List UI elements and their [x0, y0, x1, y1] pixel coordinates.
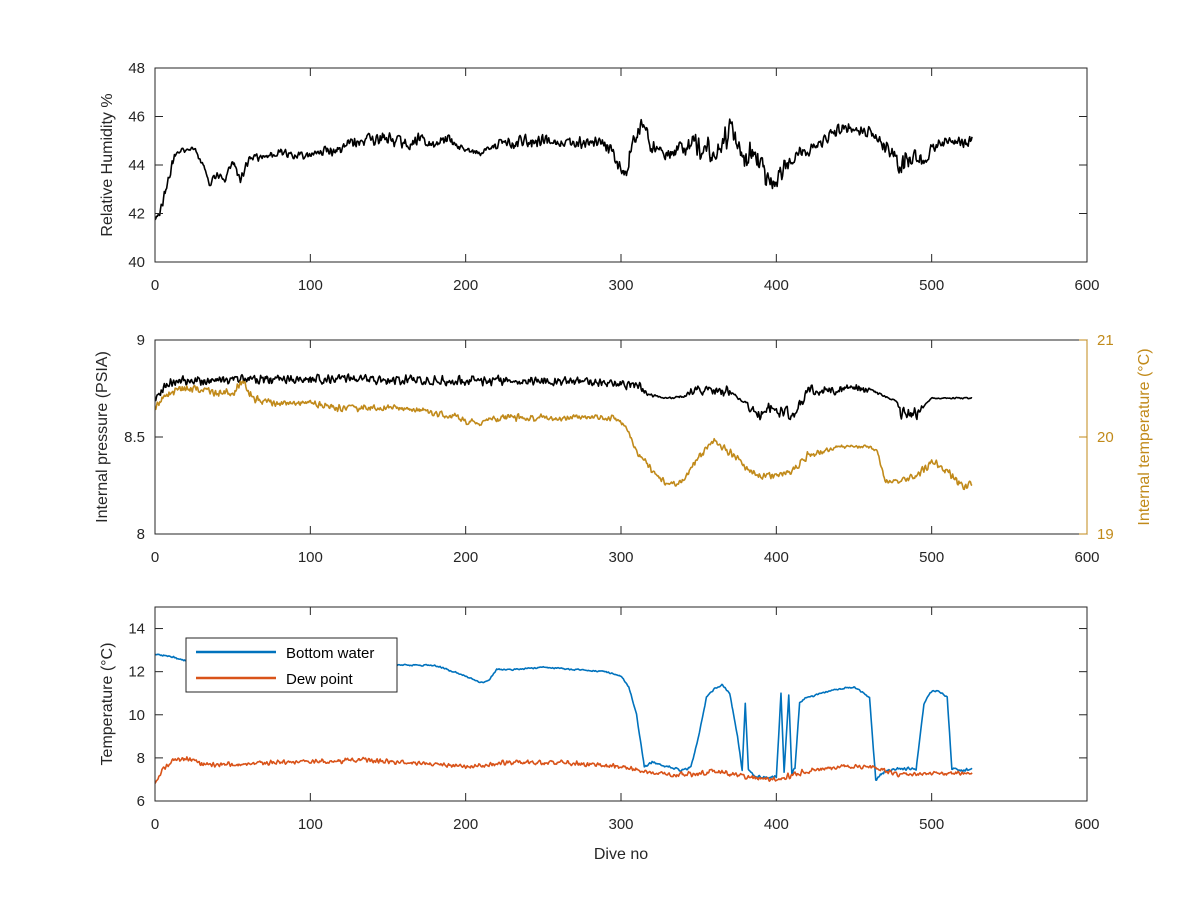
pressure-temperature-ticks-layer: 0 100 200 300 400 500 600 8 8.5 9 19 20 21: [124, 332, 1114, 566]
pressure-y-axis-title: Internal pressure (PSIA): [94, 351, 111, 523]
x-tick-label: 100: [298, 816, 323, 833]
x-tick-label: 200: [453, 277, 478, 294]
legend-label-dew-point: Dew point: [286, 671, 354, 688]
right-y-tick-label: 19: [1097, 526, 1114, 543]
pressure_temperature-series-0-line: [155, 373, 973, 421]
humidity-ticks-layer: 0 100 200 300 400 500 600 40 42 44 46 48: [128, 60, 1099, 294]
x-tick-label: 300: [608, 277, 633, 294]
humidity-series-0-line: [155, 118, 973, 221]
temperature-panel: 0 100 200 300 400 500 600 6 8 10 12 14 Temperature …: [99, 606, 1100, 863]
humidity-panel: 0 100 200 300 400 500 600 40 42 44 46 48 Relative H…: [99, 60, 1100, 294]
x-tick-label: 600: [1074, 549, 1099, 566]
legend: Bottom water Dew point: [185, 637, 398, 693]
x-tick-label: 400: [764, 816, 789, 833]
x-tick-label: 600: [1074, 816, 1099, 833]
temperature-y-axis-title: Temperature (°C): [99, 643, 116, 766]
x-tick-label: 300: [608, 816, 633, 833]
x-tick-label: 400: [764, 277, 789, 294]
x-tick-label: 500: [919, 816, 944, 833]
x-tick-label: 200: [453, 549, 478, 566]
humidity-y-axis-title: Relative Humidity %: [99, 93, 116, 236]
internal-temperature-y-axis-title: Internal temperature (°C): [1136, 348, 1153, 525]
x-tick-label: 0: [151, 816, 159, 833]
y-tick-label: 10: [128, 707, 145, 724]
legend-box: [185, 637, 398, 693]
y-tick-label: 40: [128, 254, 145, 271]
x-tick-label: 600: [1074, 277, 1099, 294]
x-tick-label: 0: [151, 277, 159, 294]
y-tick-label: 8.5: [124, 429, 145, 446]
right-y-tick-label: 20: [1097, 429, 1114, 446]
x-tick-label: 300: [608, 549, 633, 566]
humidity-series-layer: [155, 118, 973, 221]
y-tick-label: 44: [128, 157, 145, 174]
legend-label-bottom-water: Bottom water: [286, 645, 374, 662]
x-tick-label: 500: [919, 549, 944, 566]
y-tick-label: 8: [137, 526, 145, 543]
y-tick-label: 48: [128, 60, 145, 77]
y-tick-label: 8: [137, 750, 145, 767]
y-tick-label: 46: [128, 109, 145, 126]
y-tick-label: 14: [128, 621, 145, 638]
pressure-temperature-series-layer: [155, 373, 973, 491]
y-tick-label: 6: [137, 793, 145, 810]
temperature-ticks-layer: 0 100 200 300 400 500 600 6 8 10 12 14: [128, 607, 1100, 833]
y-tick-label: 12: [128, 664, 145, 681]
y-tick-label: 9: [137, 332, 145, 349]
y-tick-label: 42: [128, 206, 145, 223]
dew-point-line: [155, 756, 973, 784]
pressure-temperature-panel: 0 100 200 300 400 500 600 8 8.5 9 19 20 21 Internal …: [94, 332, 1153, 566]
x-tick-label: 400: [764, 549, 789, 566]
x-tick-label: 200: [453, 816, 478, 833]
pressure_temperature-series-1-line: [155, 380, 973, 491]
x-tick-label: 0: [151, 549, 159, 566]
right-y-tick-label: 21: [1097, 332, 1114, 349]
x-tick-label: 100: [298, 277, 323, 294]
x-tick-label: 100: [298, 549, 323, 566]
x-tick-label: 500: [919, 277, 944, 294]
x-axis-title: Dive no: [594, 846, 648, 863]
